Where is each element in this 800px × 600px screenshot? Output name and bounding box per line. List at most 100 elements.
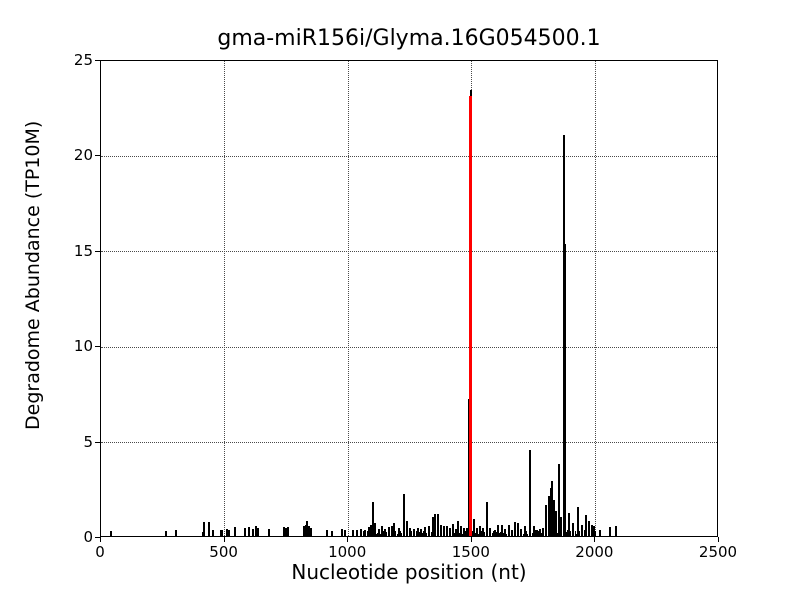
baseline-bar xyxy=(481,530,483,536)
signal-bar xyxy=(587,520,590,536)
signal-bar xyxy=(367,527,370,536)
signal-bar xyxy=(503,529,506,536)
x-tick-label-2000: 2000 xyxy=(575,543,614,561)
signal-bar xyxy=(416,528,419,536)
x-axis-label: Nucleotide position (nt) xyxy=(291,560,527,584)
signal-bar xyxy=(485,501,488,536)
signal-bar xyxy=(580,524,583,536)
signal-bar xyxy=(439,524,442,536)
signal-bar xyxy=(387,527,390,536)
signal-bar xyxy=(552,499,555,536)
signal-bar xyxy=(462,528,465,536)
signal-bar xyxy=(406,520,409,536)
x-tick-label-2500: 2500 xyxy=(698,543,738,561)
baseline-bar xyxy=(534,530,536,536)
signal-bar xyxy=(436,514,439,536)
signal-bar xyxy=(109,531,112,536)
x-tick-label-500: 500 xyxy=(209,543,238,561)
chart-title: gma-miR156i/Glyma.16G054500.1 xyxy=(217,26,601,51)
signal-bar xyxy=(203,521,206,536)
gridline-x-500 xyxy=(224,61,226,536)
signal-bar xyxy=(208,521,211,536)
signal-bar xyxy=(478,526,481,536)
signal-bar xyxy=(380,526,383,536)
signal-bar xyxy=(488,528,491,536)
signal-bar xyxy=(567,513,570,536)
signal-bar xyxy=(397,528,400,536)
signal-bar xyxy=(286,527,289,536)
baseline-bar xyxy=(423,531,425,536)
signal-bar xyxy=(244,528,247,536)
baseline-bar xyxy=(595,530,597,536)
signal-bar xyxy=(449,528,452,536)
signal-bar xyxy=(452,523,454,536)
y-tick-label-15: 15 xyxy=(73,241,93,260)
x-tick-label-1000: 1000 xyxy=(328,543,367,561)
signal-bar xyxy=(424,527,427,536)
signal-bar xyxy=(598,530,601,536)
signal-bar xyxy=(456,520,459,536)
baseline-bar xyxy=(415,530,417,536)
x-tick-mark-1000 xyxy=(347,537,349,542)
y-tick-label-10: 10 xyxy=(73,337,93,356)
x-tick-label-0: 0 xyxy=(95,543,105,561)
signal-bar xyxy=(256,528,259,536)
gridline-y-5 xyxy=(101,442,717,444)
baseline-bar xyxy=(418,531,420,536)
baseline-bar xyxy=(576,533,578,536)
signal-bar xyxy=(507,524,510,536)
signal-bar xyxy=(341,529,344,536)
baseline-bar xyxy=(375,534,377,536)
baseline-bar xyxy=(531,533,533,536)
signal-bar xyxy=(403,494,406,536)
baseline-bar xyxy=(491,532,493,536)
signal-bar xyxy=(252,529,255,536)
signal-bar xyxy=(494,530,497,536)
signal-bar xyxy=(307,526,310,536)
signal-bar xyxy=(211,530,214,536)
signal-bar xyxy=(428,526,431,536)
signal-bar xyxy=(514,521,517,536)
signal-bar xyxy=(510,530,513,536)
signal-bar xyxy=(500,524,503,536)
signal-bar xyxy=(392,522,395,536)
signal-bar xyxy=(554,511,557,536)
signal-bar xyxy=(302,526,305,536)
signal-bar xyxy=(571,522,574,536)
signal-bar xyxy=(442,526,445,536)
gridline-y-10 xyxy=(101,346,717,348)
signal-bar xyxy=(226,529,229,536)
signal-bar xyxy=(519,529,522,536)
baseline-bar xyxy=(498,533,500,536)
signal-bar xyxy=(248,527,251,536)
signal-bar xyxy=(497,524,499,536)
signal-bar xyxy=(371,501,374,536)
signal-bar xyxy=(369,524,372,536)
signal-bar xyxy=(221,530,224,536)
signal-bar xyxy=(377,529,380,536)
signal-bar xyxy=(544,505,547,536)
y-tick-label-0: 0 xyxy=(83,528,93,546)
signal-bar xyxy=(475,528,478,536)
baseline-bar xyxy=(366,530,368,536)
x-tick-mark-2000 xyxy=(594,537,596,542)
signal-bar xyxy=(409,528,411,536)
baseline-bar xyxy=(565,531,567,536)
signal-bar xyxy=(459,526,462,536)
signal-bar xyxy=(523,526,526,536)
baseline-bar xyxy=(537,531,539,536)
signal-bar xyxy=(305,520,308,536)
signal-bar xyxy=(539,529,542,536)
baseline-bar xyxy=(401,533,403,536)
y-tick-label-5: 5 xyxy=(83,432,93,451)
signal-bar xyxy=(356,530,359,536)
signal-bar xyxy=(454,529,457,536)
baseline-bar xyxy=(567,530,569,536)
baseline-bar xyxy=(525,531,527,536)
x-tick-label-1500: 1500 xyxy=(451,543,490,561)
signal-bar xyxy=(467,398,470,536)
signal-bar xyxy=(282,527,285,536)
baseline-bar xyxy=(579,530,581,536)
baseline-bar xyxy=(574,531,576,536)
signal-bar xyxy=(609,527,612,536)
